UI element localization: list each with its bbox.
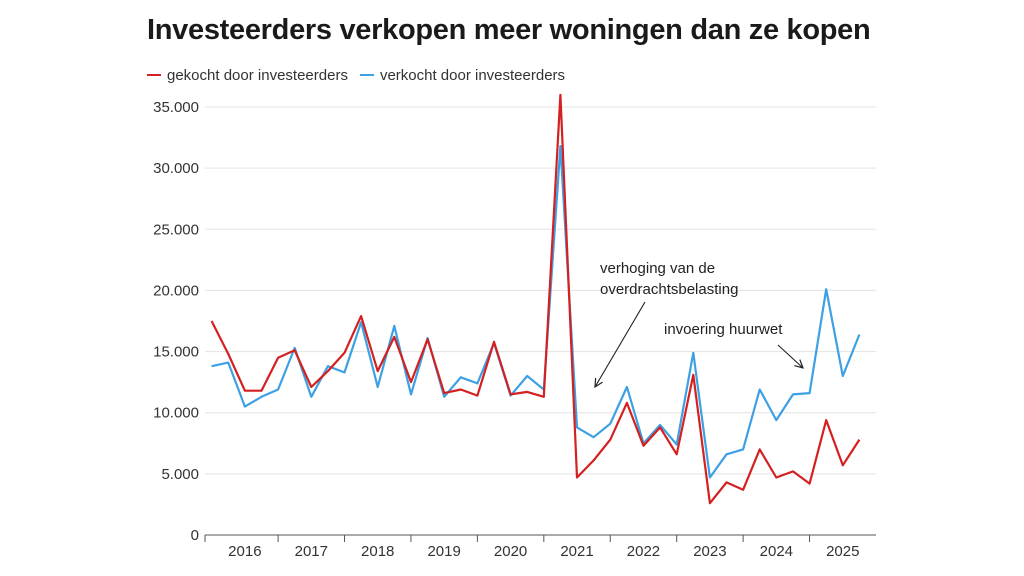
y-tick-label: 30.000 — [153, 160, 199, 177]
x-tick-label: 2019 — [427, 543, 460, 560]
x-tick-label: 2024 — [760, 543, 793, 560]
annotations: verhoging van de overdrachtsbelasting invo… — [595, 260, 803, 387]
y-axis: 0 5.000 10.000 15.000 20.000 25.000 30.000 35.0… — [153, 99, 199, 544]
x-tick-label: 2022 — [627, 543, 660, 560]
x-tick-label: 2020 — [494, 543, 527, 560]
y-tick-label: 5.000 — [161, 466, 199, 483]
legend-swatch-verkocht — [359, 74, 374, 76]
annotation-arrow — [777, 344, 803, 368]
x-axis: 2016 2017 2018 2019 2020 2021 2022 2023 2024 2025 — [204, 534, 876, 560]
y-tick-label: 20.000 — [153, 282, 199, 299]
series-line-verkocht — [211, 145, 861, 479]
y-tick-label: 15.000 — [153, 344, 199, 361]
y-tick-label: 35.000 — [153, 99, 199, 116]
legend: gekocht door investeerders verkocht door… — [147, 66, 577, 84]
series-lines — [210, 93, 861, 505]
y-tick-label: 10.000 — [153, 405, 199, 422]
chart-title: Investeerders verkopen meer woningen dan… — [147, 14, 871, 46]
y-tick-label: 25.000 — [153, 221, 199, 238]
series-line-gekocht — [210, 93, 861, 505]
legend-item-gekocht: gekocht door investeerders — [147, 67, 348, 84]
x-tick-label: 2018 — [361, 543, 394, 560]
y-tick-label: 0 — [191, 527, 199, 544]
x-tick-label: 2023 — [693, 543, 726, 560]
legend-item-verkocht: verkocht door investeerders — [359, 66, 566, 84]
annotation-overdrachtsbelasting: verhoging van de overdrachtsbelasting — [600, 260, 738, 298]
x-tick-label: 2016 — [228, 543, 261, 560]
legend-swatch-gekocht — [147, 74, 161, 76]
x-tick-label: 2017 — [295, 543, 328, 560]
legend-label-gekocht: gekocht door investeerders — [167, 66, 348, 84]
x-tick-label: 2021 — [560, 543, 593, 560]
annotation-huurwet: invoering huurwet — [664, 321, 783, 338]
annotation-arrow — [595, 301, 646, 387]
legend-label-verkocht: verkocht door investeerders — [379, 66, 566, 84]
x-tick-label: 2025 — [826, 543, 859, 560]
gridlines — [205, 106, 876, 536]
